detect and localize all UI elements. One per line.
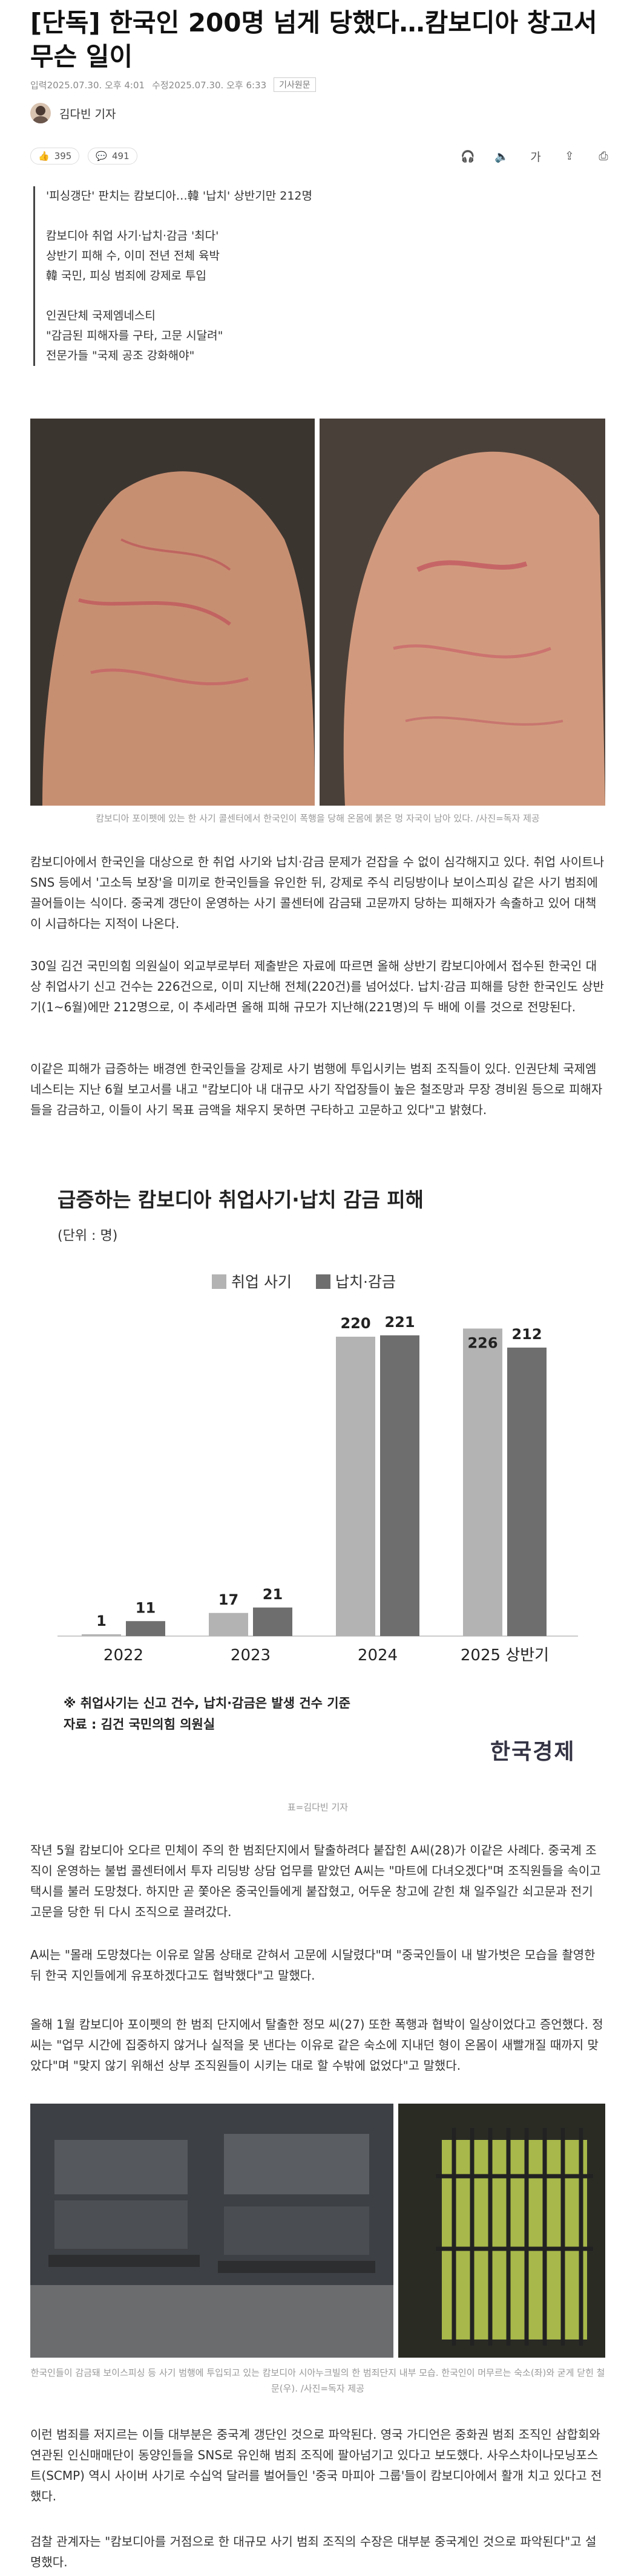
bar-value-label: 212 xyxy=(511,1326,542,1343)
bar xyxy=(507,1348,547,1636)
summary-line: 상반기 피해 수, 이미 전년 전체 육박 xyxy=(46,249,220,262)
bar-value-label: 1 xyxy=(96,1612,107,1629)
comment-button[interactable]: 💬 491 xyxy=(88,148,137,165)
bar xyxy=(380,1335,419,1636)
body-paragraph: 이같은 피해가 급증하는 배경엔 한국인들을 강제로 사기 범행에 투입시키는 … xyxy=(30,1061,603,1117)
chart-card: 급증하는 캄보디아 취업사기·납치 감금 피해 (단위 : 명) 취업 사기 납… xyxy=(30,1170,605,1787)
chart-legend: 취업 사기 납치·감금 xyxy=(212,1270,396,1292)
summary-line: 韓 국민, 피싱 범죄에 강제로 투입 xyxy=(46,269,206,282)
comment-count: 491 xyxy=(112,151,130,161)
summary-line: 캄보디아 취업 사기·납치·감금 '최다' xyxy=(46,229,219,243)
bar xyxy=(209,1612,248,1636)
author-line[interactable]: 김다빈 기자 xyxy=(30,103,116,123)
edit-time: 수정2025.07.30. 오후 6:33 xyxy=(152,79,267,91)
x-tick-label: 2025 상반기 xyxy=(461,1646,549,1665)
x-tick-label: 2023 xyxy=(231,1646,271,1665)
summary-line: '피싱갱단' 판치는 캄보디아…韓 '납치' 상반기만 212명 xyxy=(46,189,312,203)
headphones-icon[interactable]: 🎧 xyxy=(461,149,475,163)
author-avatar xyxy=(30,103,51,123)
legend-item: 취업 사기 xyxy=(212,1270,292,1292)
author-name: 김다빈 기자 xyxy=(59,107,116,121)
body-paragraph: 작년 5월 캄보디아 오다르 민체이 주의 한 범죄단지에서 탈출하려다 붙잡힌… xyxy=(30,1843,601,1919)
chart-title: 급증하는 캄보디아 취업사기·납치 감금 피해 xyxy=(57,1188,424,1211)
chart-unit: (단위 : 명) xyxy=(57,1228,118,1244)
injury-photo xyxy=(30,419,605,806)
source-link[interactable]: 기사원문 xyxy=(274,77,316,92)
chart-credit: 표=김다빈 기자 xyxy=(287,1802,349,1813)
body-paragraph: A씨는 "몰래 도망쳤다는 이유로 알몸 상태로 갇혀서 고문에 시달렸다"며 … xyxy=(30,1948,596,1983)
reaction-button[interactable]: 👍 395 xyxy=(30,148,80,165)
bar-value-label: 221 xyxy=(384,1314,415,1331)
bar-value-label: 11 xyxy=(136,1599,156,1616)
reaction-count: 395 xyxy=(54,151,72,161)
x-tick-label: 2024 xyxy=(358,1646,398,1665)
article-meta: 입력2025.07.30. 오후 4:01 수정2025.07.30. 오후 6… xyxy=(30,77,316,92)
article-toolbar: 👍 395 💬 491 🎧 🔈 가 ⇪ ⎙ xyxy=(30,143,611,169)
photo-caption: 한국인들이 감금돼 보이스피싱 등 사기 범행에 투입되고 있는 캄보디아 시아… xyxy=(30,2367,605,2394)
body-paragraph: 검찰 관계자는 "캄보디아를 거점으로 한 대규모 사기 범죄 조직의 수장은 … xyxy=(30,2534,597,2569)
text-size-icon[interactable]: 가 xyxy=(530,150,541,164)
summary-line: 인권단체 국제엠네스티 xyxy=(46,309,156,322)
publisher-logo: 한국경제 xyxy=(490,1739,576,1764)
detention-photo xyxy=(30,2104,605,2358)
bar-value-label: 226 xyxy=(467,1335,498,1352)
chart-note: ※ 취업사기는 신고 건수, 납치·감금은 발생 건수 기준 xyxy=(64,1696,350,1710)
bar xyxy=(463,1328,502,1636)
body-paragraph: 캄보디아에서 한국인을 대상으로 한 취업 사기와 납치·감금 문제가 걷잡을 … xyxy=(30,855,605,931)
speaker-icon[interactable]: 🔈 xyxy=(494,149,509,163)
article-summary: '피싱갱단' 판치는 캄보디아…韓 '납치' 상반기만 212명 캄보디아 취업… xyxy=(33,186,591,366)
thumbs-up-icon: 👍 xyxy=(38,151,50,161)
x-tick-label: 2022 xyxy=(103,1646,143,1665)
comment-icon: 💬 xyxy=(96,151,108,161)
bar xyxy=(336,1337,375,1636)
photo-caption: 캄보디아 포이펫에 있는 한 사기 콜센터에서 한국인이 폭행을 당해 온몸에 … xyxy=(96,813,540,824)
body-paragraph: 올해 1월 캄보디아 포이펫의 한 범죄 단지에서 탈출한 정모 씨(27) 또… xyxy=(30,2017,603,2073)
bar-value-label: 21 xyxy=(263,1586,283,1603)
article-title: [단독] 한국인 200명 넘게 당했다…캄보디아 창고서 무슨 일이 xyxy=(30,8,597,71)
body-paragraph: 30일 김건 국민의힘 의원실이 외교부로부터 제출받은 자료에 따르면 올해 … xyxy=(30,959,605,1014)
summary-line: "감금된 피해자를 구타, 고문 시달려" xyxy=(46,329,223,342)
bar xyxy=(82,1634,121,1636)
body-paragraph: 이런 범죄를 저지르는 이들 대부분은 중국계 갱단인 것으로 파악된다. 영국… xyxy=(30,2427,602,2503)
input-time: 입력2025.07.30. 오후 4:01 xyxy=(30,79,145,91)
bar-value-label: 220 xyxy=(340,1315,370,1332)
print-icon[interactable]: ⎙ xyxy=(599,149,608,163)
bar xyxy=(253,1607,292,1636)
legend-item: 납치·감금 xyxy=(315,1270,396,1292)
bar-value-label: 17 xyxy=(218,1591,238,1608)
chart-source: 자료 : 김건 국민의힘 의원실 xyxy=(64,1717,215,1732)
summary-line: 전문가들 "국제 공조 강화해야" xyxy=(46,349,195,362)
share-icon[interactable]: ⇪ xyxy=(565,149,574,163)
bar xyxy=(126,1621,165,1636)
